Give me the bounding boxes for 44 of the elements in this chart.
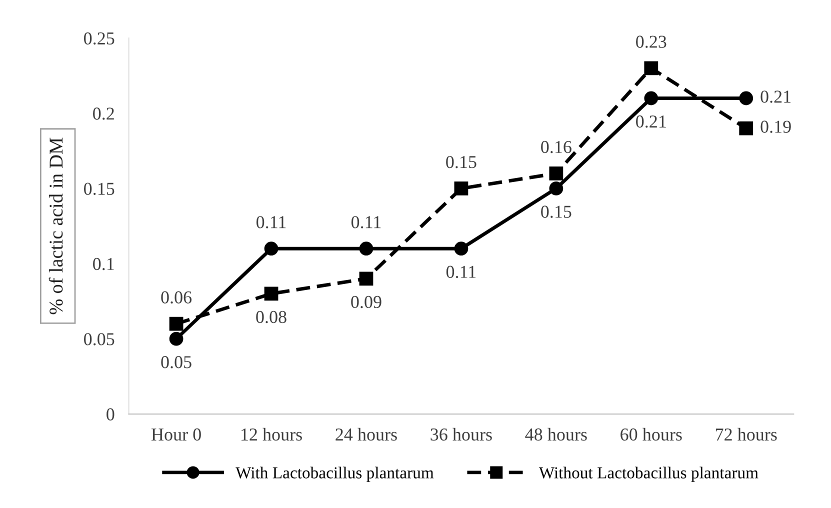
data-label: 0.15 [541, 206, 572, 218]
y-tick-label: 0.1 [93, 258, 114, 270]
y-tick-label: 0.25 [84, 32, 114, 45]
data-label: 0.23 [636, 36, 666, 48]
point [454, 182, 468, 196]
x-tick-label: 24 hours [336, 428, 397, 441]
data-label: 0.08 [256, 310, 286, 324]
x-tick-label: Hour 0 [151, 428, 201, 441]
point [359, 272, 374, 286]
point [169, 316, 184, 331]
data-label: 0.15 [446, 156, 476, 168]
point [549, 182, 564, 196]
x-tick-label: 36 hours [430, 428, 492, 441]
y-tick-label: 0.05 [84, 333, 114, 346]
point [264, 242, 278, 256]
legend-label: Without Lactobacillus plantarum [538, 466, 758, 482]
x-tick-label: 48 hours [525, 428, 587, 441]
data-label: 0.19 [760, 120, 791, 133]
data-label: 0.21 [636, 115, 666, 128]
point [549, 166, 564, 180]
data-label: 0.11 [256, 216, 286, 228]
y-tick-label: 0.2 [93, 108, 114, 120]
x-tick-label: 12 hours [242, 428, 302, 441]
point [644, 61, 658, 76]
point [739, 121, 754, 136]
point [359, 242, 374, 256]
point [644, 91, 658, 106]
data-label: 0.16 [541, 140, 572, 154]
y-tick-label: 0 [106, 408, 114, 420]
y-axis-title: % of lactic acid in DM [48, 138, 63, 314]
data-label: 0.11 [446, 266, 476, 278]
data-label: 0.09 [351, 296, 382, 308]
data-label: 0.21 [760, 90, 791, 103]
data-label: 0.05 [161, 356, 192, 368]
point [264, 286, 278, 301]
data-label: 0.06 [161, 291, 192, 304]
y-tick-label: 0.15 [84, 182, 114, 195]
point [169, 332, 184, 346]
legend-label: With Lactobacillus plantarum [236, 466, 434, 482]
point [454, 242, 468, 256]
x-tick-label: 72 hours [716, 428, 777, 441]
x-tick-label: 60 hours [620, 428, 682, 441]
point [739, 91, 754, 106]
data-label: 0.11 [351, 216, 381, 228]
